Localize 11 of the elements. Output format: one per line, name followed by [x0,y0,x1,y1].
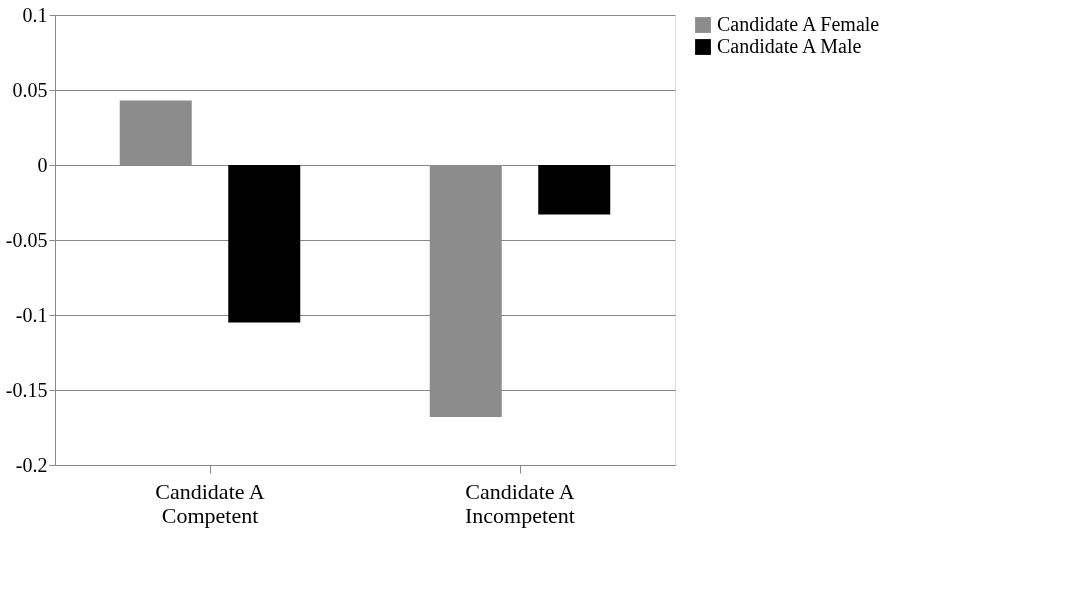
y-tick-label: -0.1 [15,303,48,326]
y-tick-label: -0.15 [5,378,48,401]
legend-label: Candidate A Male [717,35,862,57]
y-tick-label: 0 [37,153,48,176]
x-tick-label: Candidate A Incompetent [465,478,575,528]
y-tick-label: -0.2 [15,453,48,476]
y-tick-label: 0.05 [12,78,48,101]
x-tick-label: Candidate A Competent [155,478,265,528]
legend-label: Candidate A Female [717,13,880,35]
y-tick-label: -0.05 [5,228,48,251]
y-tick-label: 0.1 [22,3,48,26]
